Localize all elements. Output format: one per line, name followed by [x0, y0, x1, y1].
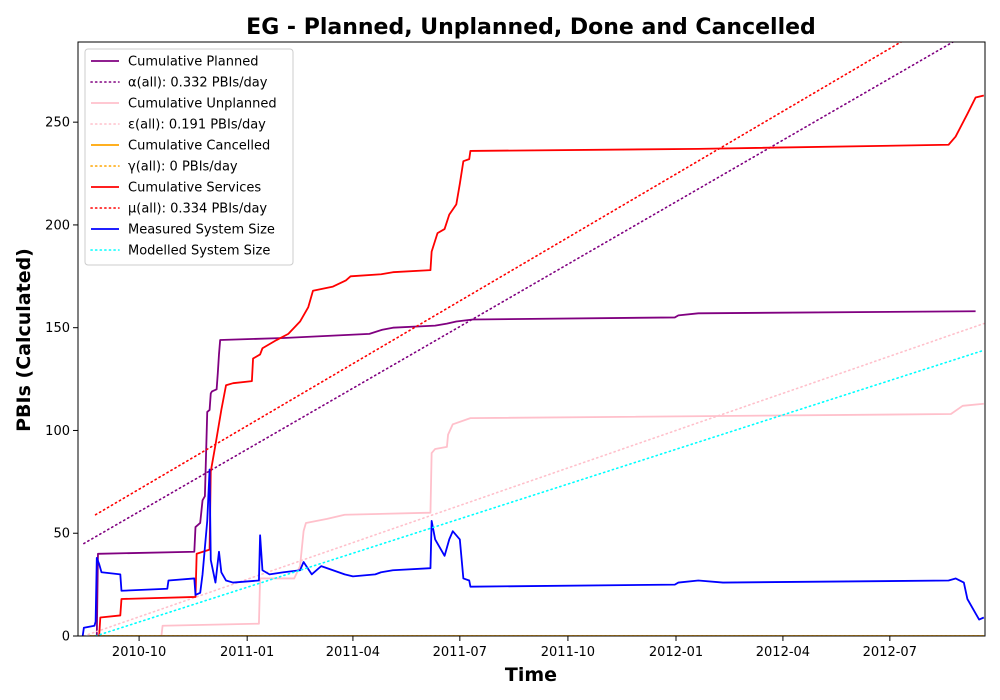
- series-0-cumulative-planned-line: [95, 310, 976, 636]
- series-1-all-0-332-pbis-day-line: [83, 42, 955, 545]
- y-axis-label: PBIs (Calculated): [13, 248, 35, 432]
- x-tick-label: 2010-10: [112, 645, 166, 660]
- series-layer: [81, 42, 985, 636]
- series-8-measured-system-size-line: [81, 468, 985, 636]
- x-tick-label: 2011-07: [433, 645, 487, 660]
- legend-entry-label: μ(all): 0.334 PBIs/day: [128, 202, 267, 217]
- y-tick-label: 150: [45, 321, 70, 336]
- plot-frame: [77, 41, 986, 637]
- y-tick-label: 50: [53, 527, 70, 542]
- chart-title: EG - Planned, Unplanned, Done and Cancel…: [246, 15, 816, 40]
- legend: Cumulative Planned α(all): 0.332 PBIs/day…: [84, 48, 294, 266]
- y-tick-label: 100: [45, 424, 70, 439]
- legend-entry-label: ε(all): 0.191 PBIs/day: [128, 118, 266, 133]
- x-tick-label: 2011-10: [541, 645, 595, 660]
- series-2-cumulative-unplanned-line: [160, 402, 984, 636]
- x-axis-label: Time: [505, 664, 557, 686]
- x-tick-label: 2012-04: [756, 645, 810, 660]
- legend-entry-label: Cumulative Unplanned: [128, 97, 277, 112]
- legend-entry-label: Cumulative Planned: [128, 55, 258, 70]
- y-tick-label: 200: [45, 218, 70, 233]
- legend-entry-label: Modelled System Size: [128, 244, 270, 259]
- legend-entry-label: α(all): 0.332 PBIs/day: [128, 76, 268, 91]
- x-tick-label: 2012-07: [863, 645, 917, 660]
- legend-entry-label: Cumulative Services: [128, 181, 261, 196]
- legend-box: [84, 48, 294, 266]
- legend-entry-label: Measured System Size: [128, 223, 275, 238]
- x-tick-label: 2011-04: [326, 645, 380, 660]
- y-tick-label: 0: [62, 630, 70, 645]
- series-9-modelled-system-size-line: [94, 349, 985, 636]
- legend-entry-label: Cumulative Cancelled: [128, 139, 270, 154]
- x-tick-label: 2011-01: [220, 645, 274, 660]
- x-tick-label: 2012-01: [649, 645, 703, 660]
- axes-layer: 2010-10 2011-01 2011-04 2011-07 2011-10 2012-…: [45, 41, 986, 660]
- y-tick-label: 250: [45, 116, 70, 131]
- series-7-all-0-334-pbis-day-line: [94, 42, 903, 516]
- legend-entry-label: γ(all): 0 PBIs/day: [128, 160, 238, 175]
